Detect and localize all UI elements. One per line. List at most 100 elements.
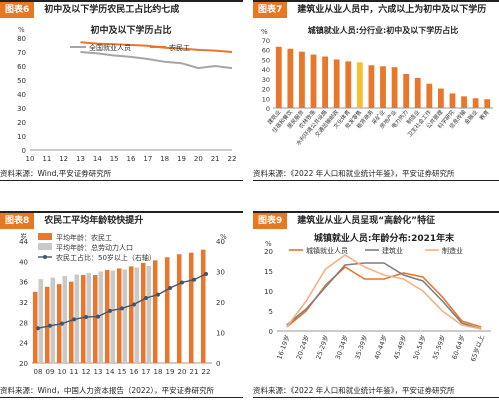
x-tick-label: 45-49岁	[391, 334, 408, 361]
panel-fig6: 图表6 初中及以下学历农民工占比约七成 初中及以下学历占比% 0 10 20 30 40 50…	[0, 0, 243, 182]
legend-label: 城镇就业人员	[306, 246, 348, 255]
x-tick-label: 21	[190, 368, 199, 376]
panel-fig8: 图表8 农民工平均年龄较快提升 岁% 20 24 28 32 36 40 44 0 10 20 30 40…	[0, 211, 243, 400]
bar	[299, 51, 305, 108]
x-tick-label: 20-24岁	[294, 334, 311, 361]
y-tick-label: 10	[17, 133, 26, 141]
source-note: 资料来源：《2022 年人口和就业统计年鉴》，平安证券研究所	[253, 168, 499, 181]
bar-migrant-age	[116, 268, 122, 363]
source-note: 资料来源：Wind,平安证券研究所	[0, 168, 243, 181]
legend-label: 建筑业	[382, 246, 403, 255]
bar-total-age	[110, 270, 116, 363]
panel-title: 建筑业从业人员中，六成以上为初中及以下学历	[297, 5, 487, 15]
bar	[414, 77, 421, 108]
y-tick-label-left: 24	[19, 340, 28, 348]
bar-migrant-age	[128, 266, 134, 363]
legend-swatch	[38, 243, 52, 250]
panel-title-bar: 图表7 建筑业从业人员中，六成以上为初中及以下学历	[253, 0, 499, 18]
y-tick-label: 20	[17, 119, 26, 127]
x-tick-label: 17	[143, 155, 152, 163]
bar	[380, 66, 386, 108]
y-tick-label: 50	[262, 56, 270, 64]
x-tick-label: 19	[166, 368, 175, 376]
y-unit-label-left: 岁	[20, 232, 27, 241]
bar-total-age	[86, 273, 92, 363]
y-tick-label: 40	[262, 66, 270, 74]
x-tick-label: 22	[228, 155, 237, 163]
x-tick-label: 55-59岁	[430, 334, 447, 361]
y-tick-label: 60	[17, 63, 26, 71]
series-marker-over50	[108, 308, 112, 313]
series-marker-over50	[72, 317, 76, 322]
bar	[356, 62, 363, 108]
legend-label: 农民工占比：50岁以上（右轴）	[56, 253, 156, 262]
x-tick-label: 21	[211, 155, 220, 163]
panel-title-bar: 图表9 建筑业从业人员呈现“高龄化”特征	[253, 211, 499, 229]
y-tick-label-right: 0	[216, 360, 220, 368]
figure-number: 图表8	[0, 213, 35, 229]
source-note: 资料来源：《2022 年人口和就业统计年鉴》，平安证券研究所	[253, 385, 499, 398]
panel-title: 初中及以下学历农民工占比约七成	[44, 5, 180, 15]
y-unit-label: %	[265, 240, 272, 248]
y-tick-label-left: 20	[19, 360, 28, 368]
x-tick-label: 15	[118, 368, 127, 376]
y-tick-label: 15	[264, 268, 273, 276]
series-marker-over50	[156, 292, 160, 297]
source-note: 资料来源：Wind，中国人力资本报告（2022），平安证券研究所	[0, 385, 243, 398]
x-tick-label: 12	[59, 155, 68, 163]
series-marker-over50	[96, 314, 100, 319]
x-tick-label: 09	[46, 368, 55, 376]
series-line-1	[80, 51, 233, 70]
x-tick-label: 教育	[478, 108, 492, 122]
bar	[345, 61, 352, 108]
panel-title: 建筑业从业人员呈现“高龄化”特征	[297, 216, 436, 226]
series-marker-over50	[84, 314, 88, 319]
chart-fig7: 城镇就业人员:分行业:初中及以下学历占比%010203040506070建筑业住…	[261, 25, 493, 147]
chart-title: 初中及以下学历占比	[90, 24, 171, 36]
bar-migrant-age	[140, 262, 146, 363]
bar	[438, 88, 444, 108]
bar-migrant-age	[80, 275, 86, 363]
x-tick-label: 20	[194, 155, 203, 163]
panel-fig7: 图表7 建筑业从业人员中，六成以上为初中及以下学历 城镇就业人员:分行业:初中及以…	[253, 0, 499, 182]
bar-migrant-age	[104, 269, 110, 363]
y-tick-label: 50	[17, 77, 26, 85]
bar	[310, 54, 317, 108]
series-marker-over50	[60, 321, 64, 326]
y-tick-label-right: 10	[216, 330, 225, 338]
y-tick-label: 70	[262, 37, 270, 45]
bar	[403, 74, 410, 108]
legend-label: 全国就业人员	[89, 43, 131, 52]
x-tick-label: 22	[202, 368, 211, 376]
bar	[275, 46, 282, 108]
x-tick-label: 30-34岁	[333, 334, 350, 361]
series-line-2	[286, 262, 482, 330]
bar-total-age	[146, 265, 152, 363]
x-tick-label: 12	[82, 368, 91, 376]
y-tick-label: 30	[17, 105, 26, 113]
series-line-3	[286, 254, 482, 330]
chart-fig9: 城镇就业人员:年龄分布:2021年末% 0 5 10 15 20 16-19岁 20-24岁 2…	[264, 232, 491, 363]
panel-title: 农民工平均年龄较快提升	[44, 216, 144, 226]
series-marker-over50	[120, 306, 124, 311]
x-tick-label: 35-39岁	[352, 334, 369, 361]
y-tick-label-right: 30	[216, 269, 225, 277]
x-tick-label: 15	[110, 155, 119, 163]
bar	[287, 48, 294, 108]
x-tick-label: 14	[106, 368, 115, 376]
y-unit-label: %	[18, 26, 25, 34]
y-tick-label: 0	[22, 147, 26, 155]
legend-swatch	[38, 233, 52, 240]
x-tick-label: 50-54岁	[411, 334, 428, 361]
y-tick-label-left: 36	[19, 279, 28, 287]
x-tick-label: 11	[42, 155, 51, 163]
y-tick-label: 10	[262, 95, 270, 103]
bar-migrant-age	[176, 254, 182, 363]
bar-migrant-age	[92, 275, 98, 363]
bar-total-age	[62, 276, 68, 363]
panel-fig9: 图表9 建筑业从业人员呈现“高龄化”特征 城镇就业人员:年龄分布:2021年末% 0…	[253, 211, 499, 400]
y-tick-label: 30	[262, 76, 270, 84]
x-tick-label: 13	[76, 155, 85, 163]
y-tick-label: 20	[262, 86, 270, 94]
series-marker-over50	[168, 285, 172, 290]
